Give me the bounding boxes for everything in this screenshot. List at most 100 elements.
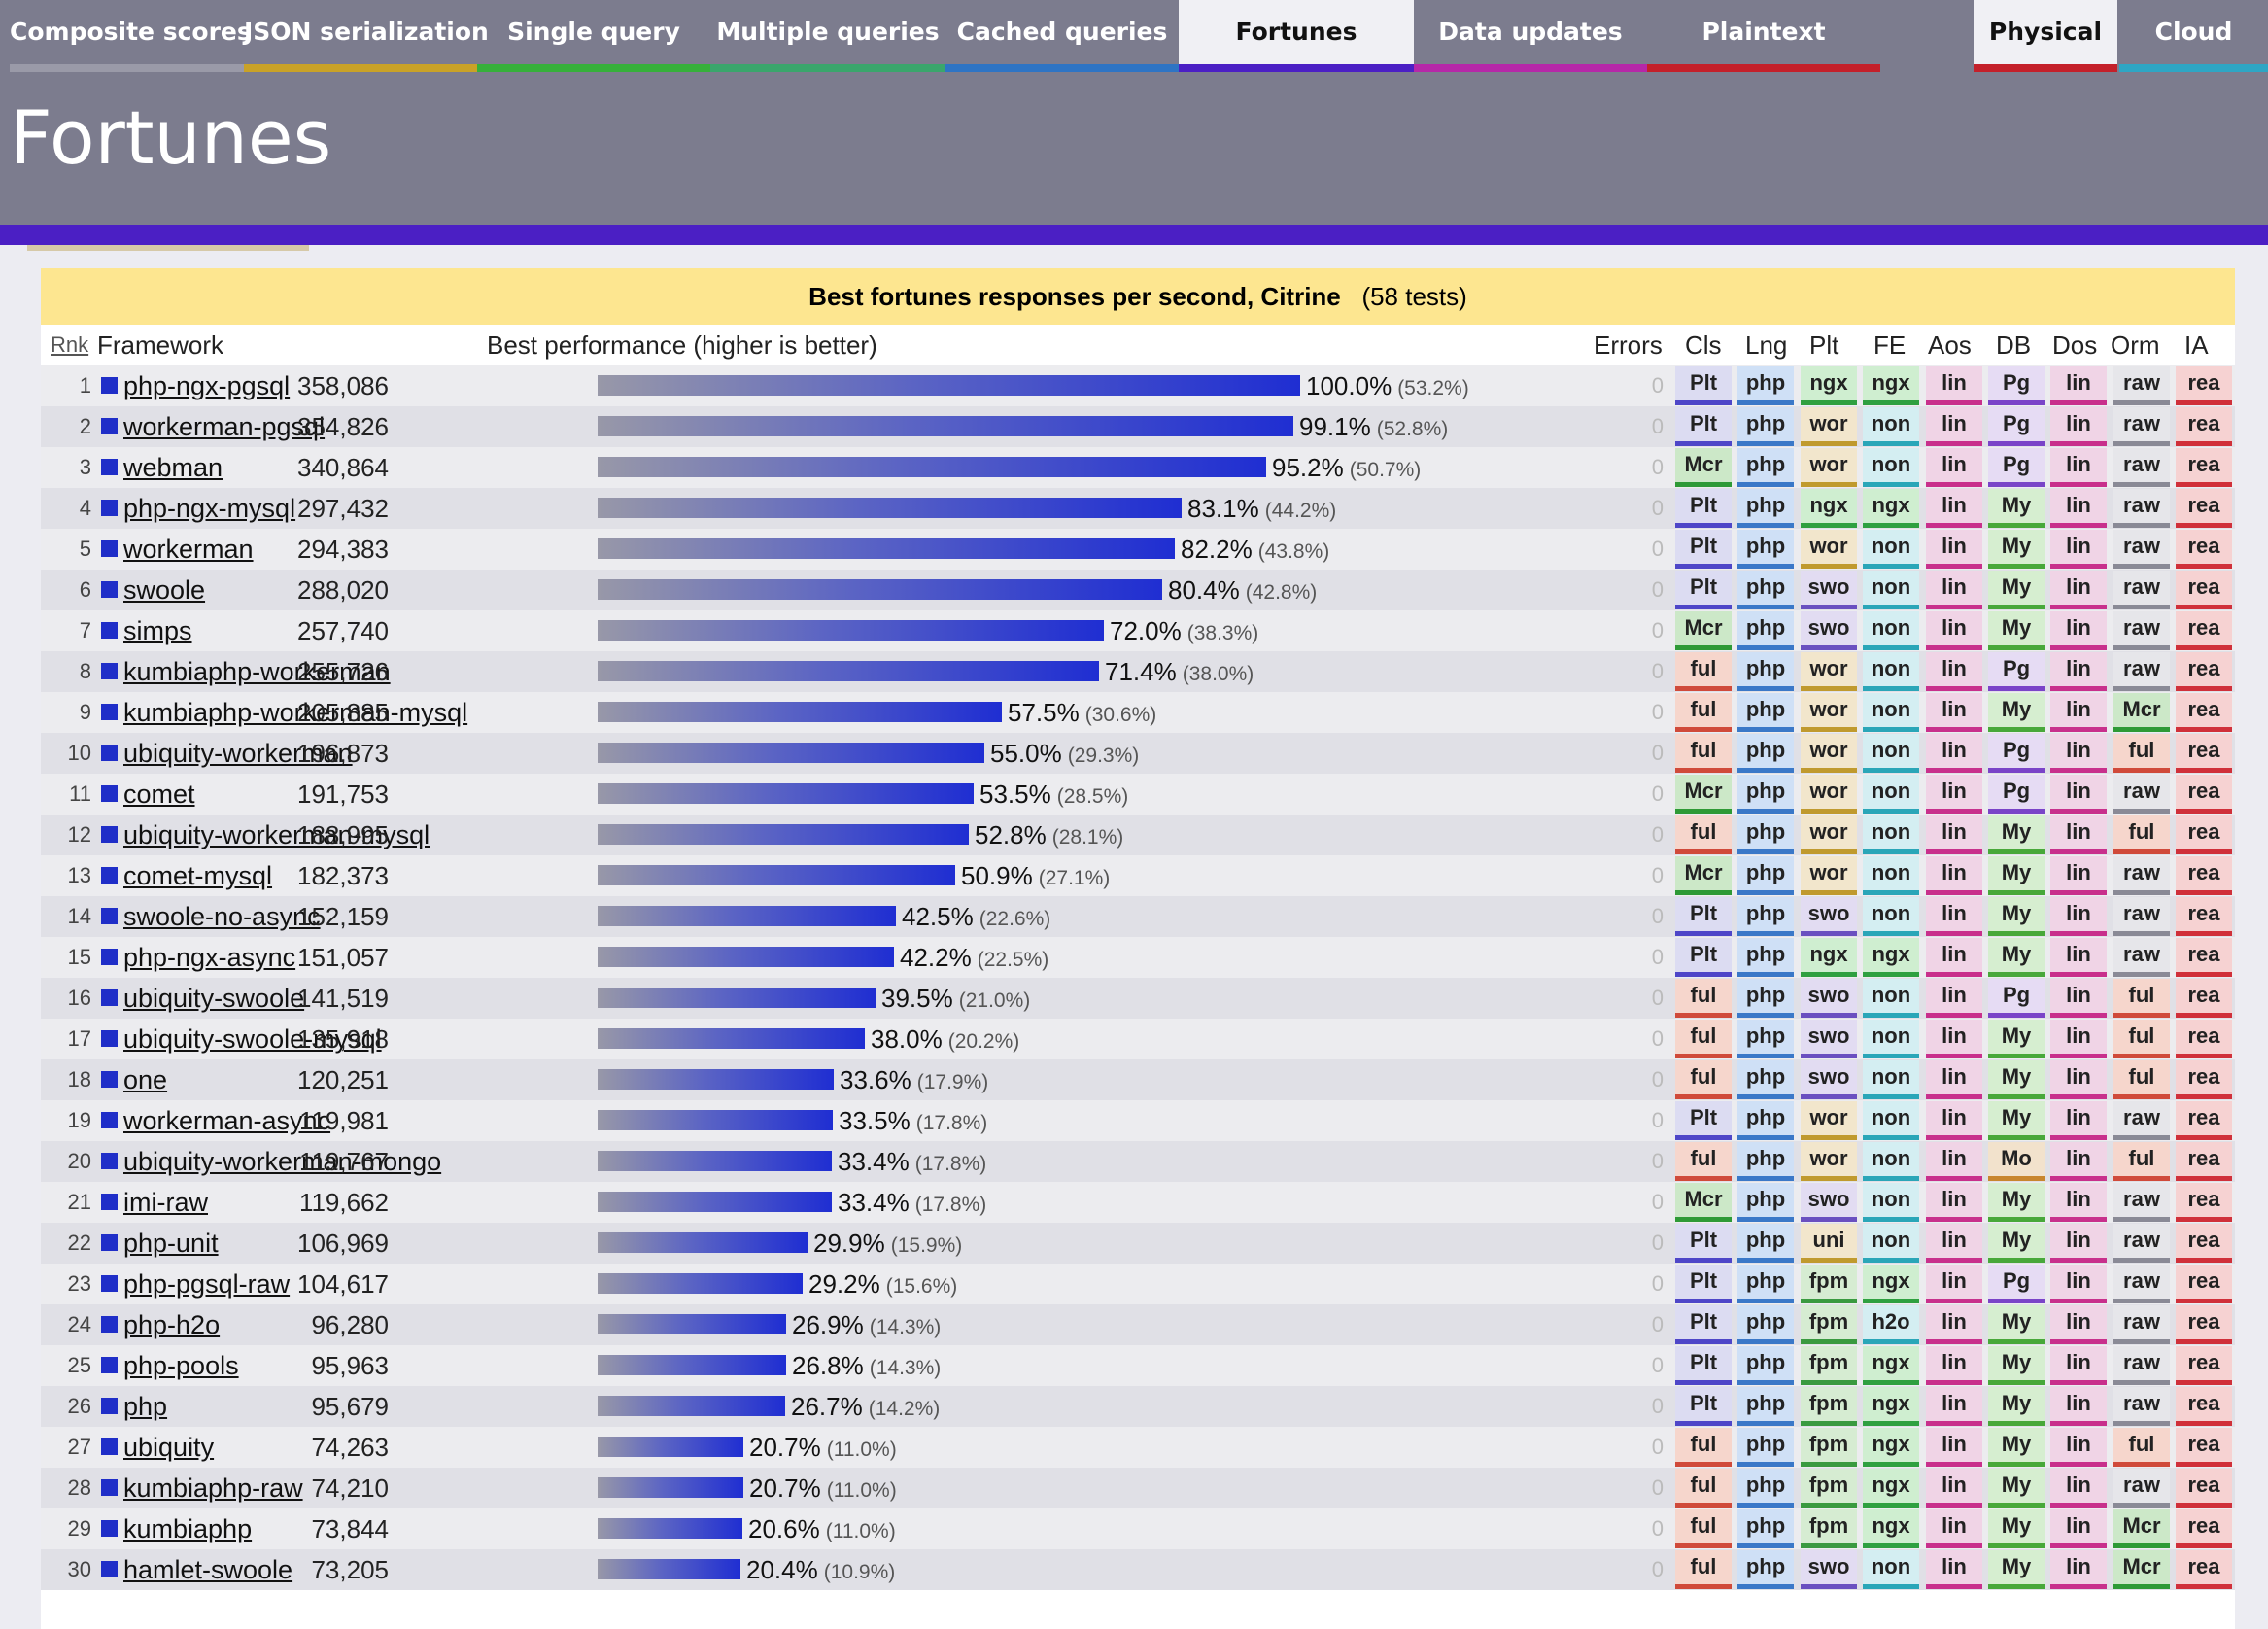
framework-link[interactable]: php-ngx-async xyxy=(123,943,296,972)
rank-number: 25 xyxy=(67,1353,91,1377)
attribute-tag: ful xyxy=(1675,1469,1732,1508)
column-header-ia: IA xyxy=(2184,330,2209,360)
tab-3[interactable]: Multiple queries xyxy=(710,0,945,72)
attribute-tag: uni xyxy=(1801,1224,1857,1263)
tab-8[interactable]: Physical xyxy=(1974,0,2117,72)
column-header-cls: Cls xyxy=(1685,330,1722,360)
percent-of-overall: (17.8%) xyxy=(914,1153,987,1175)
framework-link[interactable]: php xyxy=(123,1392,168,1421)
percent-of-overall: (20.2%) xyxy=(947,1030,1020,1053)
framework-link[interactable]: ubiquity-workerman-mongo xyxy=(123,1147,442,1176)
framework-link[interactable]: simps xyxy=(123,616,192,645)
framework-link[interactable]: ubiquity-swoole-mysql xyxy=(123,1024,382,1054)
attribute-tag: lin xyxy=(1926,1346,1982,1385)
performance-percent: 52.8% (28.1%) xyxy=(975,814,1123,855)
errors-count: 0 xyxy=(1651,781,1664,806)
performance-percent: 26.8% (14.3%) xyxy=(792,1345,941,1386)
framework-link[interactable]: php-ngx-mysql xyxy=(123,494,296,523)
best-performance-value: 135,918 xyxy=(297,1024,389,1054)
rank-number: 24 xyxy=(67,1312,91,1336)
percent-of-overall: (10.9%) xyxy=(823,1561,896,1583)
attribute-tag: lin xyxy=(1926,1224,1982,1263)
framework-link[interactable]: kumbiaphp xyxy=(123,1514,253,1543)
percent-of-overall: (44.2%) xyxy=(1264,500,1337,522)
performance-bar xyxy=(598,988,876,1008)
framework-link[interactable]: ubiquity-workerman xyxy=(123,739,353,768)
percent-of-best: 42.5% xyxy=(902,902,974,931)
framework-link[interactable]: swoole xyxy=(123,575,206,605)
framework-link[interactable]: php-ngx-pgsql xyxy=(123,371,291,400)
tab-4[interactable]: Cached queries xyxy=(945,0,1179,72)
performance-percent: 39.5% (21.0%) xyxy=(881,978,1030,1019)
attribute-tag: non xyxy=(1863,1183,1919,1222)
attribute-tag: lin xyxy=(2050,775,2107,814)
framework-link[interactable]: hamlet-swoole xyxy=(123,1555,293,1584)
framework-link[interactable]: workerman-async xyxy=(123,1106,331,1135)
framework-link[interactable]: one xyxy=(123,1065,168,1094)
framework-link[interactable]: php-h2o xyxy=(123,1310,221,1339)
table-row: 15 php-ngx-async 151,057 42.2% (22.5%) 0 Plt ph… xyxy=(41,937,2235,978)
rank-number: 26 xyxy=(67,1394,91,1418)
framework-link[interactable]: swoole-no-async xyxy=(123,902,321,931)
framework-link[interactable]: ubiquity-swoole xyxy=(123,984,305,1013)
attribute-tag: swo xyxy=(1801,897,1857,936)
attribute-tag: fpm xyxy=(1801,1346,1857,1385)
tab-7[interactable]: Plaintext xyxy=(1647,0,1880,72)
framework-link[interactable]: kumbiaphp-workerman xyxy=(123,657,391,686)
framework-link[interactable]: kumbiaphp-workerman-mysql xyxy=(123,698,468,727)
framework-link[interactable]: comet-mysql xyxy=(123,861,273,890)
percent-of-overall: (15.9%) xyxy=(890,1234,963,1257)
attribute-tag: rea xyxy=(2176,734,2232,773)
tab-6[interactable]: Data updates xyxy=(1414,0,1647,72)
errors-count: 0 xyxy=(1651,1026,1664,1051)
attribute-tag: php xyxy=(1737,611,1794,650)
tab-1[interactable]: JSON serialization xyxy=(244,0,489,72)
framework-link[interactable]: workerman-pgsql xyxy=(123,412,326,441)
best-performance-value: 95,963 xyxy=(311,1351,389,1380)
tab-0[interactable]: Composite scores xyxy=(10,0,252,72)
attribute-tag: Plt xyxy=(1675,1346,1732,1385)
attribute-tag: php xyxy=(1737,1265,1794,1303)
framework-link[interactable]: php-pools xyxy=(123,1351,239,1380)
framework-link[interactable]: ubiquity xyxy=(123,1433,215,1462)
rank-number: 5 xyxy=(79,537,91,561)
framework-link[interactable]: ubiquity-workerman-mysql xyxy=(123,820,430,849)
attribute-tag: My xyxy=(1988,1509,2045,1548)
percent-of-overall: (11.0%) xyxy=(826,1479,897,1502)
tab-5[interactable]: Fortunes xyxy=(1179,0,1414,72)
attribute-tag: h2o xyxy=(1863,1305,1919,1344)
attribute-tag: lin xyxy=(2050,1020,2107,1058)
attribute-tag: rea xyxy=(2176,1060,2232,1099)
errors-count: 0 xyxy=(1651,414,1664,438)
errors-count: 0 xyxy=(1651,1557,1664,1581)
performance-bar xyxy=(598,498,1182,518)
framework-link[interactable]: imi-raw xyxy=(123,1188,208,1217)
attribute-tag: lin xyxy=(1926,1020,1982,1058)
tab-9[interactable]: Cloud xyxy=(2119,0,2268,72)
column-header-rank[interactable]: Rnk xyxy=(51,332,89,357)
errors-count: 0 xyxy=(1651,1516,1664,1541)
framework-link[interactable]: webman xyxy=(123,453,223,482)
best-performance-value: 74,263 xyxy=(311,1433,389,1462)
best-performance-value: 205,885 xyxy=(297,698,389,727)
attribute-tag: lin xyxy=(2050,856,2107,895)
framework-link[interactable]: comet xyxy=(123,780,195,809)
attribute-tag: lin xyxy=(1926,571,1982,609)
framework-link[interactable]: php-unit xyxy=(123,1229,219,1258)
percent-of-best: 26.8% xyxy=(792,1351,864,1380)
attribute-tag: php xyxy=(1737,1509,1794,1548)
attribute-tag: rea xyxy=(2176,979,2232,1018)
tab-2[interactable]: Single query xyxy=(477,0,710,72)
framework-link[interactable]: php-pgsql-raw xyxy=(123,1269,291,1299)
framework-link[interactable]: workerman xyxy=(123,535,254,564)
errors-count: 0 xyxy=(1651,986,1664,1010)
framework-link[interactable]: kumbiaphp-raw xyxy=(123,1473,303,1503)
percent-of-overall: (11.0%) xyxy=(825,1520,896,1542)
performance-bar xyxy=(598,1232,808,1253)
attribute-tag: non xyxy=(1863,1224,1919,1263)
attribute-tag: Pg xyxy=(1988,366,2045,405)
performance-bar xyxy=(598,457,1266,477)
attribute-tag: wor xyxy=(1801,775,1857,814)
attribute-tag: My xyxy=(1988,693,2045,732)
attribute-tag: raw xyxy=(2113,611,2170,650)
